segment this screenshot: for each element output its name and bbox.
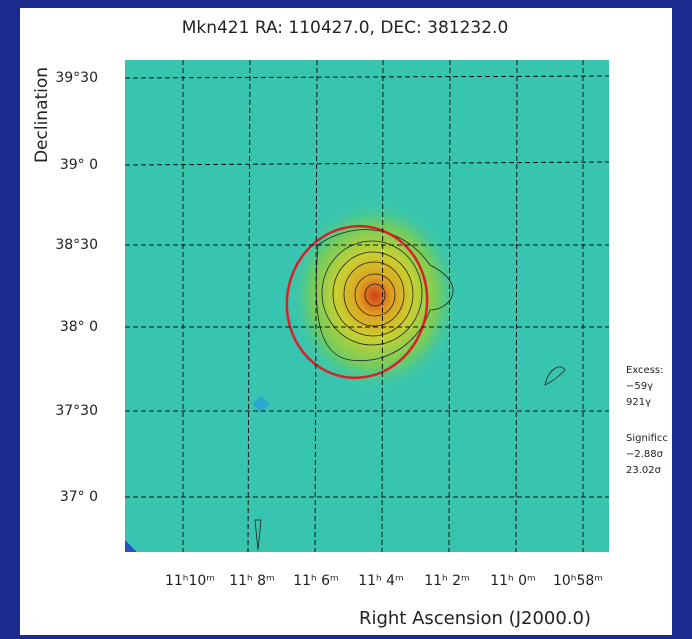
excess-title: Excess: bbox=[626, 365, 664, 376]
title: Mkn421 RA: 110427.0, DEC: 381232.0 bbox=[182, 18, 509, 38]
x-tick-label: 11ʰ 2ᵐ bbox=[424, 573, 470, 589]
excess-max: 921γ bbox=[626, 397, 651, 408]
y-tick-label: 39°30 bbox=[55, 70, 98, 86]
x-tick-label: 11ʰ 6ᵐ bbox=[293, 573, 339, 589]
y-tick-label: 39° 0 bbox=[60, 157, 98, 173]
x-tick-label: 11ʰ 0ᵐ bbox=[490, 573, 536, 589]
excess-min: −59γ bbox=[626, 381, 653, 392]
x-axis-label: Right Ascension (J2000.0) bbox=[359, 608, 591, 629]
x-tick-label: 11ʰ10ᵐ bbox=[165, 573, 215, 589]
y-tick-label: 38° 0 bbox=[60, 319, 98, 335]
y-tick-label: 37°30 bbox=[55, 403, 98, 419]
x-tick-label: 11ʰ 4ᵐ bbox=[358, 573, 404, 589]
significance-title: Significc bbox=[626, 433, 668, 444]
y-tick-label: 37° 0 bbox=[60, 489, 98, 505]
y-axis-label: Declination bbox=[32, 67, 52, 163]
y-tick-label: 38°30 bbox=[55, 237, 98, 253]
screen: Mkn421 RA: 110427.0, DEC: 381232.0 De bbox=[0, 0, 692, 639]
significance-max: 23.02σ bbox=[626, 465, 662, 476]
significance-min: −2.88σ bbox=[626, 449, 664, 460]
x-tick-label: 10ʰ58ᵐ bbox=[553, 573, 603, 589]
x-tick-label: 11ʰ 8ᵐ bbox=[229, 573, 275, 589]
sky-map bbox=[125, 60, 609, 552]
